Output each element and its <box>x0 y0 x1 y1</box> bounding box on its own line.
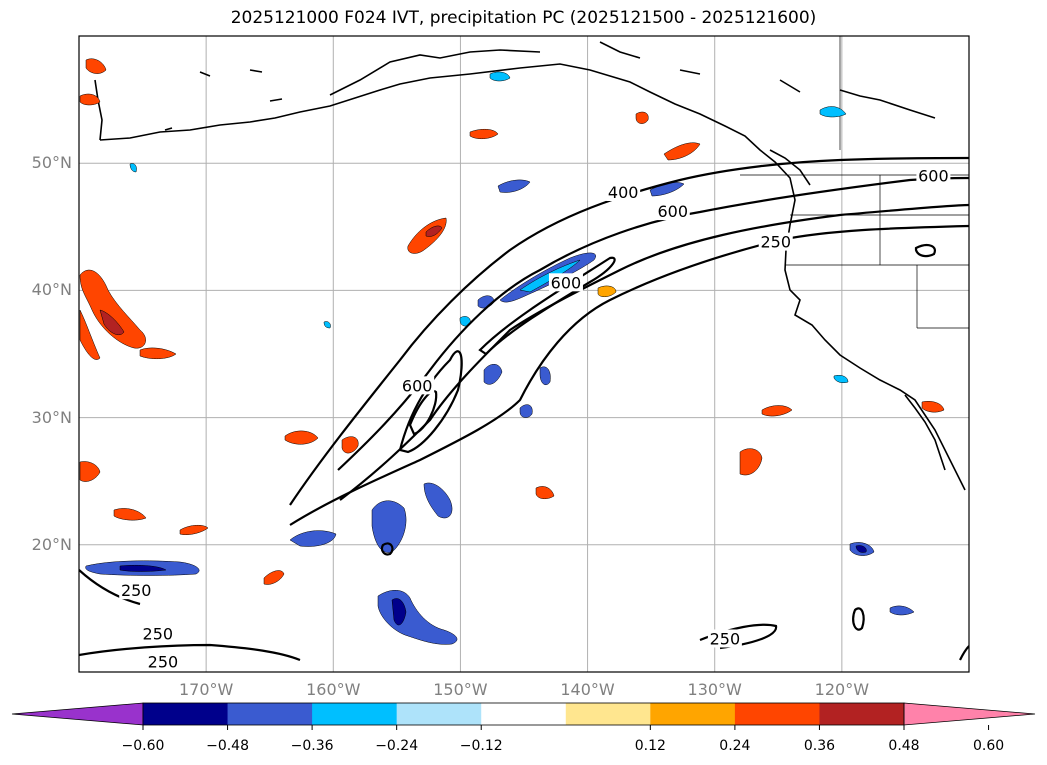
contour-label: 600 <box>657 202 688 221</box>
contour-label: 400 <box>608 183 639 202</box>
longitude-label: 120°W <box>814 680 870 699</box>
colorbar-segments <box>11 702 1036 726</box>
colorbar-tick-label: 0.24 <box>719 738 750 754</box>
colorbar-segment <box>481 703 567 725</box>
colorbar-tick-label: −0.12 <box>460 738 503 754</box>
contour-label: 250 <box>143 624 174 643</box>
latitude-label: 40°N <box>31 280 72 300</box>
colorbar-segment <box>565 703 651 725</box>
contour-label-background <box>400 376 435 395</box>
longitude-label: 170°W <box>178 680 234 699</box>
contour-label: 600 <box>551 273 582 292</box>
longitude-label: 140°W <box>560 680 615 699</box>
longitude-label: 130°W <box>687 680 742 699</box>
contour-label-background <box>548 273 583 292</box>
contour-label: 600 <box>918 166 949 185</box>
latitude-label: 20°N <box>31 534 72 554</box>
contour-label-background <box>707 629 742 648</box>
colorbar-outline <box>142 702 905 726</box>
map-title: 2025121000 F024 IVT, precipitation PC (2… <box>230 8 817 28</box>
colorbar-segment <box>227 703 313 725</box>
colorbar-tick-label: 0.48 <box>888 738 919 754</box>
colorbar-low-extension <box>11 702 144 726</box>
latitude-label: 50°N <box>31 153 72 173</box>
colorbar-tick-label: −0.60 <box>122 738 165 754</box>
colorbar-segment <box>819 703 905 725</box>
ivt-contours <box>79 156 969 662</box>
contour-label: 600 <box>402 376 433 395</box>
contour-label-background <box>655 202 690 221</box>
colorbar-segment <box>650 703 736 725</box>
contour-label-background <box>145 652 180 671</box>
map-frame <box>78 35 970 673</box>
colorbar-tick-label: −0.48 <box>206 738 249 754</box>
colorbar-high-extension <box>903 702 1036 726</box>
colorbar-tick-label: 0.36 <box>804 738 835 754</box>
map-background <box>79 36 969 672</box>
contour-label-background <box>916 166 951 185</box>
contour-labels: 400 600 250 600 600 600 250 250 250 250 <box>119 166 951 671</box>
longitude-label: 150°W <box>433 680 488 699</box>
ivt-precipitation-map: 400 600 250 600 600 600 250 250 250 250 <box>78 35 970 673</box>
contour-label: 250 <box>121 581 152 600</box>
colorbar-tick-label: −0.24 <box>375 738 418 754</box>
colorbar-ticks: −0.60 −0.48 −0.36 −0.24 −0.12 0.12 0.24 0.36 0.4… <box>122 725 1004 754</box>
colorbar-segment <box>143 703 229 725</box>
contour-label: 250 <box>710 629 741 648</box>
colorbar-segment <box>312 703 398 725</box>
colorbar-tick-label: 0.12 <box>635 738 666 754</box>
colorbar-segment <box>734 703 820 725</box>
coastlines <box>94 41 966 491</box>
longitude-label: 160°W <box>306 680 361 699</box>
colorbar-tick-label: −0.36 <box>291 738 334 754</box>
contour-label-background <box>758 232 793 251</box>
colorbar-segment <box>396 703 482 725</box>
latitude-label: 30°N <box>31 407 72 427</box>
contour-label-background <box>606 183 641 201</box>
contour-label: 250 <box>760 233 791 252</box>
contour-label-background <box>140 624 175 643</box>
colorbar-tick-label: 0.60 <box>973 738 1004 754</box>
contour-label: 250 <box>148 652 179 671</box>
contour-label-background <box>119 581 154 600</box>
